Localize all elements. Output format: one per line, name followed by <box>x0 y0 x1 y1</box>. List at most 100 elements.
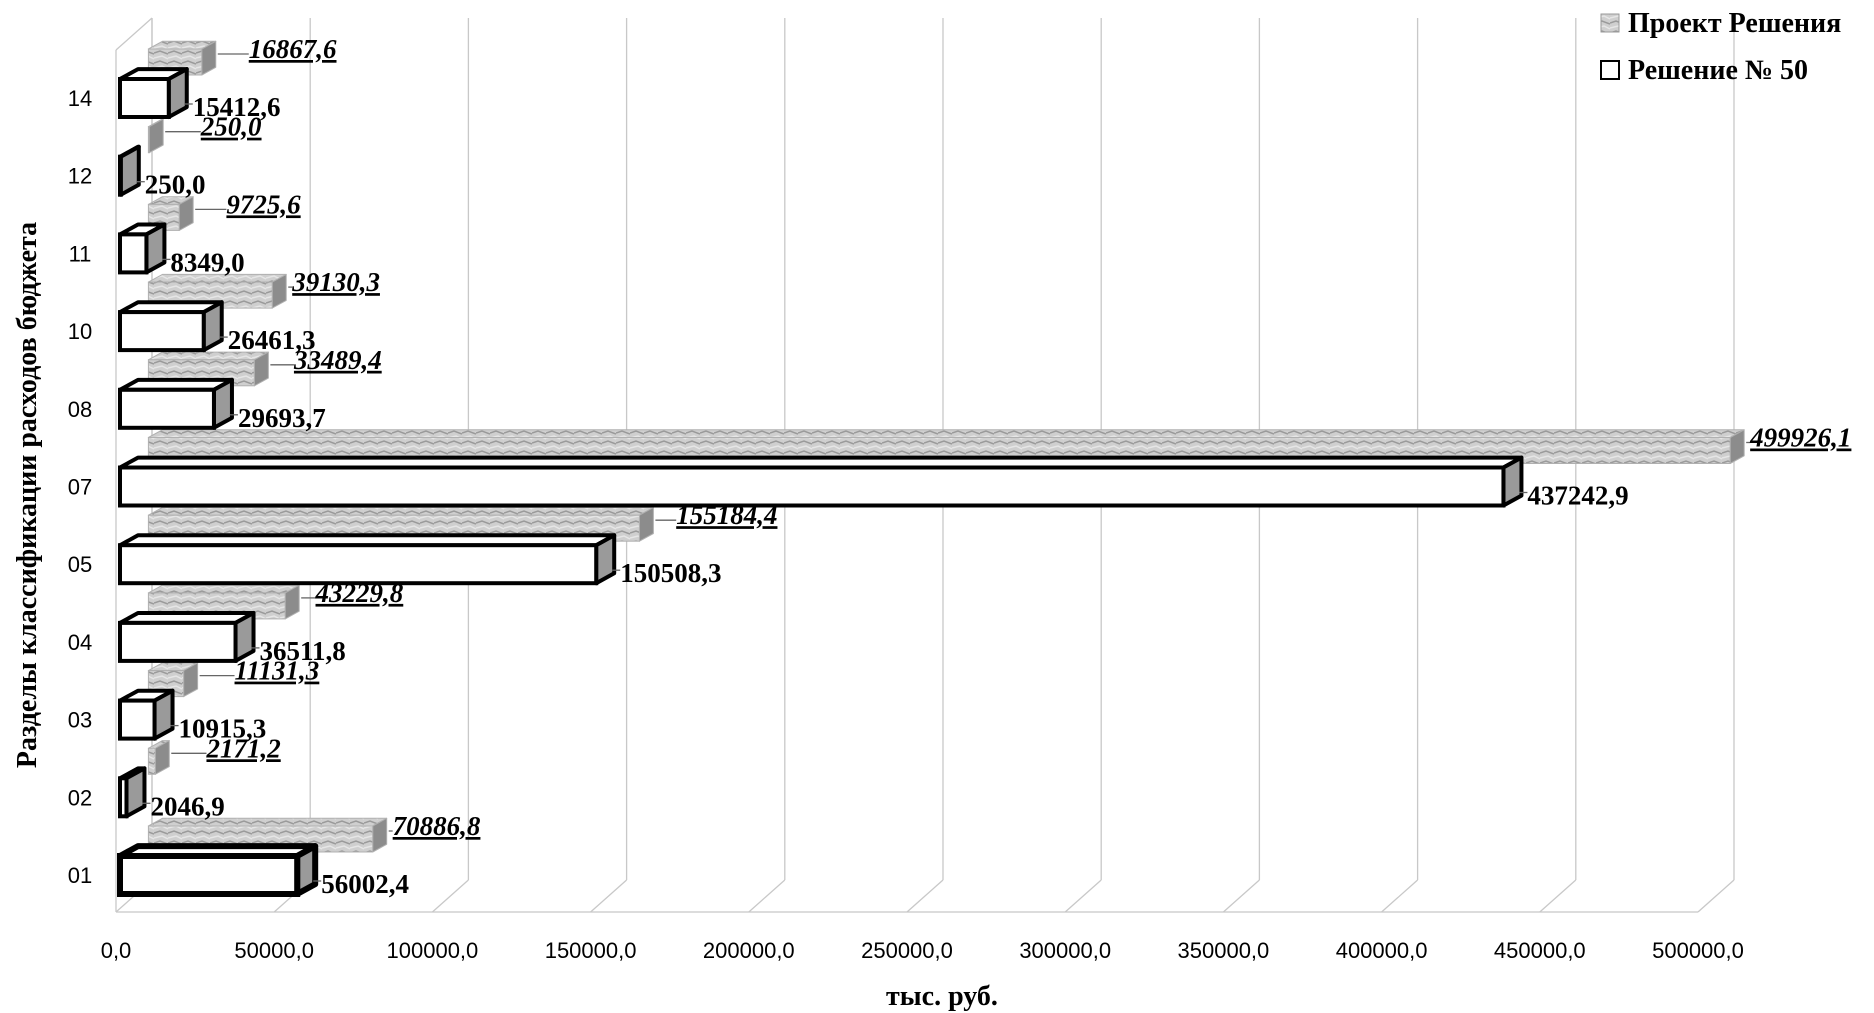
bar-project-12-side <box>148 118 164 154</box>
floor-gridline-10 <box>1697 879 1735 913</box>
label-decision-11: 8349,0 <box>170 247 244 277</box>
bar-decision-03 <box>118 688 175 741</box>
bar-decision-14-front <box>118 77 171 119</box>
floor-gridline-5 <box>906 879 944 913</box>
label-decision-03: 10915,3 <box>179 714 267 744</box>
y-tick-label-12: 12 <box>68 164 92 189</box>
label-project-08: 33489,4 <box>293 345 382 375</box>
bars <box>117 40 1745 897</box>
y-tick-label-10: 10 <box>68 319 92 344</box>
bar-decision-02-side <box>124 766 147 819</box>
bar-decision-14 <box>118 67 189 119</box>
floor-gridline-3 <box>590 879 628 913</box>
y-tick-label-11: 11 <box>69 241 92 266</box>
label-project-11: 9725,6 <box>226 189 301 219</box>
label-decision-01: 56002,4 <box>321 869 409 899</box>
x-tick-label-1: 50000,0 <box>234 938 314 963</box>
bar-decision-10 <box>118 300 224 353</box>
bar-decision-08-front <box>118 387 216 430</box>
floor-gridline-4 <box>748 879 786 913</box>
x-tick-label-4: 200000,0 <box>703 938 795 963</box>
legend-label-decision: Решение № 50 <box>1628 55 1808 86</box>
bar-decision-12 <box>118 144 141 197</box>
bar-decision-03-front <box>118 698 157 741</box>
bar-decision-02-front <box>118 776 129 819</box>
label-decision-08: 29693,7 <box>238 403 326 433</box>
label-project-01: 70886,8 <box>393 811 481 841</box>
bar-project-04-top <box>147 584 300 594</box>
label-project-05: 155184,4 <box>676 500 777 530</box>
x-tick-label-5: 250000,0 <box>861 938 953 963</box>
legend: Проект Решения Решение № 50 <box>1600 8 1841 86</box>
x-tick-label-2: 100000,0 <box>387 938 479 963</box>
label-decision-12: 250,0 <box>145 170 206 200</box>
bar-decision-04 <box>118 611 256 663</box>
label-decision-10: 26461,3 <box>228 325 316 355</box>
bar-decision-01 <box>117 843 319 897</box>
x-tick-label-9: 450000,0 <box>1494 938 1586 963</box>
axes: 0,0 50000,0 100000,0 150000,0 200000,0 250000… <box>68 17 1744 963</box>
label-decision-05: 150508,3 <box>620 558 721 588</box>
x-tick-label-10: 500000,0 <box>1652 938 1744 963</box>
label-project-07: 499926,1 <box>1749 423 1851 453</box>
label-project-02: 2171,2 <box>205 733 280 763</box>
y-tick-label-04: 04 <box>68 630 92 655</box>
bar-decision-10-side <box>201 300 224 353</box>
bar-project-12-front <box>147 126 150 154</box>
label-decision-04: 36511,8 <box>260 636 346 666</box>
value-labels: 70886,8 56002,4 2171,2 2046,9 11131,3 10915,3… <box>136 34 1851 899</box>
y-tick-label-08: 08 <box>68 397 92 422</box>
bar-decision-07-front <box>118 465 1506 508</box>
bar-decision-12-front <box>118 154 123 197</box>
x-tick-label-6: 300000,0 <box>1019 938 1111 963</box>
bar-decision-08-side <box>211 377 234 430</box>
bar-decision-12-side <box>118 144 141 197</box>
legend-swatch-project <box>1600 13 1620 33</box>
bar-decision-07 <box>118 455 1524 508</box>
x-tick-label-0: 0,0 <box>101 938 132 963</box>
y-tick-label-01: 01 <box>68 863 92 888</box>
floor-gridline-7 <box>1222 879 1260 913</box>
bar-decision-05-front <box>118 543 599 586</box>
bar-project-02 <box>147 740 170 775</box>
legend-label-project: Проект Решения <box>1628 8 1841 39</box>
legend-swatch-decision <box>1600 60 1620 80</box>
bar-project-05-top <box>147 507 654 516</box>
x-tick-label-8: 400000,0 <box>1336 938 1428 963</box>
bar-decision-11 <box>118 222 167 275</box>
bar-decision-08 <box>118 377 234 430</box>
label-project-03: 11131,3 <box>235 656 320 686</box>
y-axis-title: Разделы классификации расходов бюджета <box>12 222 43 768</box>
floor-gridline-2 <box>431 879 469 913</box>
x-tick-label-3: 150000,0 <box>545 938 637 963</box>
bar-decision-11-front <box>118 232 149 275</box>
label-decision-14: 15412,6 <box>193 92 281 122</box>
bar-decision-11-side <box>144 222 167 275</box>
label-project-04: 43229,8 <box>315 578 404 608</box>
label-decision-02: 2046,9 <box>150 791 224 821</box>
y-tick-label-07: 07 <box>68 475 92 500</box>
bar-decision-05-side <box>594 533 617 586</box>
bar-decision-01-front <box>117 853 301 897</box>
y-tick-label-05: 05 <box>68 552 92 577</box>
label-project-14: 16867,6 <box>249 34 337 64</box>
bar-decision-10-front <box>118 310 206 353</box>
bar-decision-05 <box>118 533 617 586</box>
label-decision-07: 437242,9 <box>1527 481 1628 511</box>
bar-project-07-top <box>147 429 1745 438</box>
bar-decision-04-front <box>118 620 238 663</box>
bar-decision-03-side <box>152 688 175 741</box>
y-tick-label-14: 14 <box>68 86 92 111</box>
x-tick-label-7: 350000,0 <box>1178 938 1270 963</box>
bar-decision-04-side <box>233 611 256 663</box>
floor-gridline-8 <box>1381 879 1419 913</box>
bar-decision-02 <box>118 766 147 819</box>
y-tick-label-03: 03 <box>68 708 92 733</box>
floor-gridline-9 <box>1539 879 1577 913</box>
x-axis-title: тыс. руб. <box>886 981 998 1012</box>
label-project-10: 39130,3 <box>291 267 380 297</box>
y-tick-label-02: 02 <box>68 785 92 810</box>
bar-project-02-front <box>147 747 156 775</box>
bar-project-12 <box>147 118 164 154</box>
